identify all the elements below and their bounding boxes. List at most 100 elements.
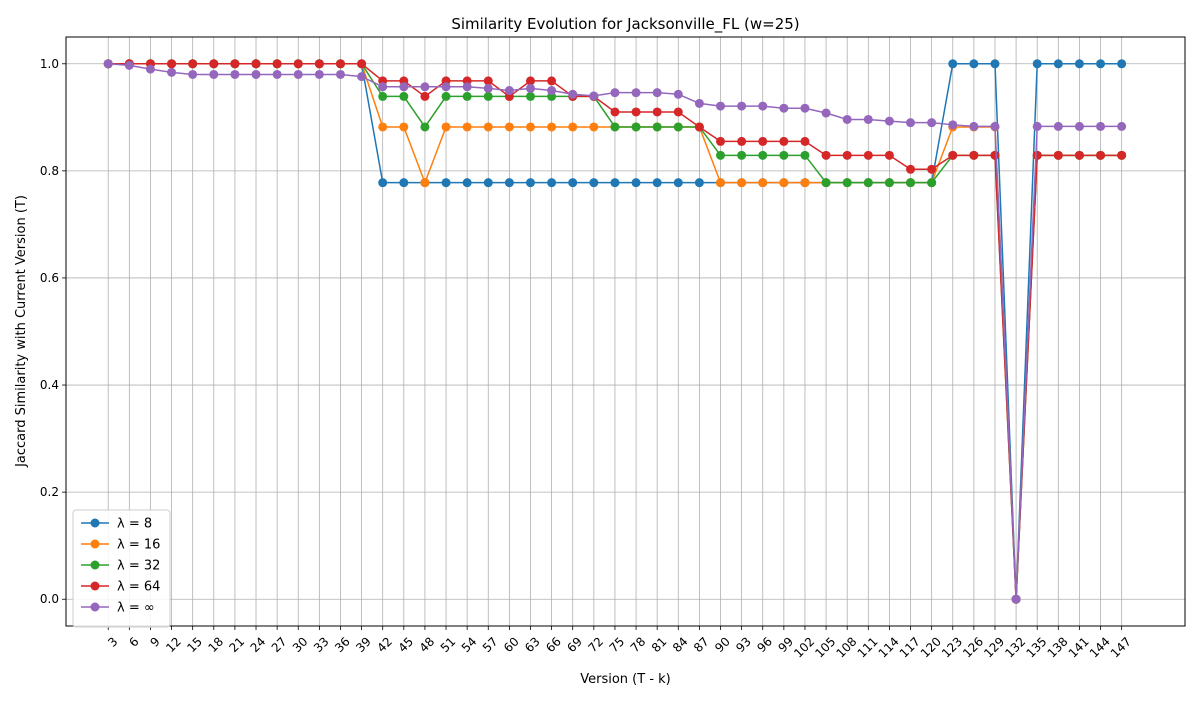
data-point: [842, 114, 852, 124]
data-point: [145, 64, 155, 74]
data-point: [483, 122, 493, 132]
data-point: [927, 164, 937, 174]
data-point: [188, 59, 198, 69]
data-point: [525, 178, 535, 188]
data-point: [610, 178, 620, 188]
data-point: [737, 178, 747, 188]
data-point: [948, 150, 958, 160]
data-point: [483, 76, 493, 86]
data-point: [1096, 150, 1106, 160]
data-point: [357, 72, 367, 82]
data-point: [378, 178, 388, 188]
data-point: [800, 150, 810, 160]
series-4: [103, 59, 1127, 604]
legend-label: λ = 16: [117, 538, 160, 553]
data-point: [547, 178, 557, 188]
data-point: [631, 107, 641, 117]
legend-marker: [90, 539, 100, 549]
data-point: [652, 88, 662, 98]
data-point: [737, 136, 747, 146]
data-point: [779, 178, 789, 188]
data-point: [547, 76, 557, 86]
data-point: [821, 150, 831, 160]
data-point: [589, 91, 599, 101]
data-point: [462, 178, 472, 188]
data-point: [568, 178, 578, 188]
data-point: [948, 59, 958, 69]
data-point: [504, 178, 514, 188]
data-point: [1117, 121, 1127, 131]
data-point: [842, 178, 852, 188]
data-point: [483, 178, 493, 188]
data-point: [1053, 150, 1063, 160]
data-point: [779, 136, 789, 146]
data-point: [230, 69, 240, 79]
data-point: [631, 122, 641, 132]
data-point: [758, 150, 768, 160]
data-point: [948, 120, 958, 130]
data-point: [863, 150, 873, 160]
data-point: [399, 122, 409, 132]
data-point: [167, 67, 177, 77]
data-point: [335, 59, 345, 69]
data-point: [525, 122, 535, 132]
data-point: [610, 107, 620, 117]
x-axis-label: Version (T - k): [580, 672, 671, 687]
data-point: [483, 91, 493, 101]
data-point: [779, 150, 789, 160]
data-point: [1117, 150, 1127, 160]
data-point: [631, 178, 641, 188]
data-point: [547, 122, 557, 132]
data-point: [884, 116, 894, 126]
data-point: [103, 59, 113, 69]
data-point: [568, 89, 578, 99]
data-point: [969, 59, 979, 69]
data-point: [673, 178, 683, 188]
data-point: [420, 82, 430, 92]
data-point: [399, 91, 409, 101]
data-point: [293, 59, 303, 69]
data-point: [779, 103, 789, 113]
legend-label: λ = 32: [117, 559, 160, 574]
data-point: [884, 150, 894, 160]
data-point: [694, 122, 704, 132]
data-point: [504, 86, 514, 96]
data-point: [610, 88, 620, 98]
data-point: [462, 91, 472, 101]
data-point: [209, 59, 219, 69]
data-point: [673, 107, 683, 117]
data-point: [906, 118, 916, 128]
data-point: [969, 121, 979, 131]
data-point: [1096, 59, 1106, 69]
data-point: [906, 178, 916, 188]
data-point: [610, 122, 620, 132]
data-point: [758, 101, 768, 111]
data-point: [969, 150, 979, 160]
legend-label: λ = 64: [117, 580, 160, 595]
y-tick-label: 0.0: [40, 592, 59, 606]
data-point: [525, 91, 535, 101]
data-point: [906, 164, 916, 174]
data-point: [209, 69, 219, 79]
data-point: [927, 178, 937, 188]
data-point: [800, 103, 810, 113]
legend-marker: [90, 518, 100, 528]
data-point: [652, 178, 662, 188]
data-point: [800, 136, 810, 146]
y-tick-label: 0.8: [40, 164, 59, 178]
data-point: [652, 107, 662, 117]
data-point: [863, 178, 873, 188]
legend-label: λ = ∞: [117, 601, 155, 616]
data-point: [399, 82, 409, 92]
data-point: [737, 150, 747, 160]
data-point: [188, 69, 198, 79]
data-point: [1032, 150, 1042, 160]
data-point: [758, 136, 768, 146]
data-point: [441, 82, 451, 92]
data-point: [1011, 594, 1021, 604]
data-point: [758, 178, 768, 188]
data-point: [927, 118, 937, 128]
series-lines: [103, 59, 1127, 604]
